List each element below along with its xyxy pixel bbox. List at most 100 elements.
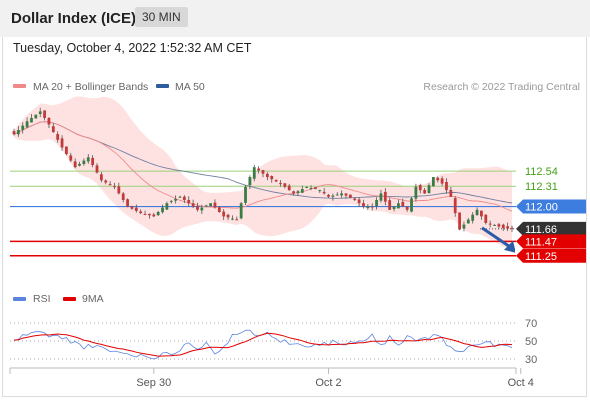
support-label: 111.25 — [525, 251, 557, 263]
legend-label-ma20: MA 20 + Bollinger Bands — [33, 81, 148, 93]
candle-body — [274, 179, 278, 182]
candle-body — [322, 191, 326, 194]
candle-body — [174, 198, 178, 201]
forecast-arrow-shaft — [481, 226, 511, 249]
candle-body — [99, 174, 103, 181]
candle-body — [366, 206, 370, 208]
candle-body — [488, 223, 492, 225]
candle-body — [388, 200, 392, 210]
candle-body — [25, 121, 29, 128]
legend-swatch-ma20 — [13, 84, 26, 88]
candle-body — [73, 161, 77, 168]
candle-body — [104, 180, 108, 183]
candle-body — [458, 212, 461, 230]
candle-body — [506, 226, 510, 229]
candle-body — [134, 207, 138, 211]
candle-body — [252, 167, 256, 179]
forecast-arrow-head — [504, 240, 515, 253]
chart-timestamp: Tuesday, October 4, 2022 1:52:32 AM CET — [13, 41, 252, 55]
timeframe-badge[interactable]: 30 MIN — [135, 7, 188, 27]
rsi-tick-label: 30 — [525, 354, 537, 366]
candle-body — [362, 203, 365, 207]
last-price-label: 111.66 — [525, 224, 557, 236]
candle-body — [244, 186, 247, 203]
candle-body — [466, 219, 470, 224]
legend-label-ma50: MA 50 — [175, 81, 205, 93]
candle-body — [56, 134, 60, 140]
candle-body — [401, 201, 405, 207]
candle-body — [431, 177, 435, 187]
rsi-9ma-line — [13, 332, 513, 357]
legend-label-rsi: RSI — [33, 293, 51, 305]
candle-body — [235, 219, 239, 221]
candle-body — [222, 211, 226, 217]
candle-body — [30, 117, 33, 123]
candle-body — [51, 126, 55, 133]
candle-body — [178, 196, 182, 198]
candle-body — [209, 203, 212, 207]
candle-body — [182, 196, 186, 200]
candle-body — [156, 212, 160, 216]
candle-body — [279, 183, 282, 185]
candle-body — [91, 157, 95, 165]
candle-body — [21, 125, 25, 130]
candle-body — [453, 198, 457, 214]
candle-body — [484, 214, 488, 223]
candle-body — [265, 173, 269, 178]
copyright-text: Research © 2022 Trading Central — [423, 81, 580, 93]
candle-body — [305, 186, 309, 188]
candle-body — [462, 224, 466, 229]
candle-body — [423, 189, 427, 194]
candle-body — [405, 206, 409, 210]
candle-body — [187, 199, 191, 204]
candle-body — [314, 187, 317, 190]
candle-body — [292, 191, 295, 194]
candle-body — [480, 210, 483, 217]
candle-body — [475, 209, 479, 215]
x-tick-label: Oct 4 — [508, 377, 534, 389]
candle-body — [471, 214, 475, 221]
candle-body — [283, 183, 287, 187]
candle-body — [248, 177, 252, 186]
candle-body — [357, 199, 361, 204]
candle-body — [16, 129, 20, 135]
candle-body — [213, 202, 217, 208]
legend-swatch-ma50 — [156, 84, 169, 88]
candle-body — [296, 191, 300, 194]
candle-body — [69, 155, 73, 161]
candle-body — [397, 203, 400, 209]
candle-body — [436, 177, 440, 181]
candle-body — [169, 201, 173, 203]
resistance-label: 112.54 — [525, 166, 558, 178]
candle-body — [143, 213, 147, 215]
legend-label-9ma: 9MA — [82, 293, 104, 305]
candle-body — [392, 206, 396, 210]
candle-body — [65, 146, 68, 155]
candle-body — [165, 203, 169, 210]
candle-body — [261, 170, 265, 174]
rsi-tick-label: 50 — [525, 336, 537, 348]
candle-body — [410, 198, 413, 212]
main-legend: MA 20 + Bollinger Bands MA 50 — [13, 81, 205, 93]
candle-body — [375, 199, 378, 207]
candle-body — [108, 184, 112, 186]
candle-body — [117, 186, 121, 194]
candle-body — [34, 114, 38, 119]
candle-body — [148, 213, 151, 216]
candle-body — [327, 194, 330, 197]
candle-body — [196, 206, 199, 210]
pivot-label: 112.00 — [525, 202, 558, 214]
instrument-title: Dollar Index (ICE) — [11, 10, 137, 27]
legend-swatch-9ma — [63, 297, 76, 301]
candle-body — [344, 193, 348, 196]
rsi-tick-label: 70 — [525, 318, 537, 330]
support-label: 111.47 — [525, 236, 557, 248]
candle-body — [152, 214, 156, 217]
header-bar: Dollar Index (ICE) 30 MIN — [0, 0, 590, 37]
candle-body — [300, 189, 304, 193]
chart-frame — [2, 37, 587, 397]
support-price-tag — [516, 248, 586, 263]
candle-body — [139, 211, 143, 214]
candle-body — [353, 198, 357, 200]
